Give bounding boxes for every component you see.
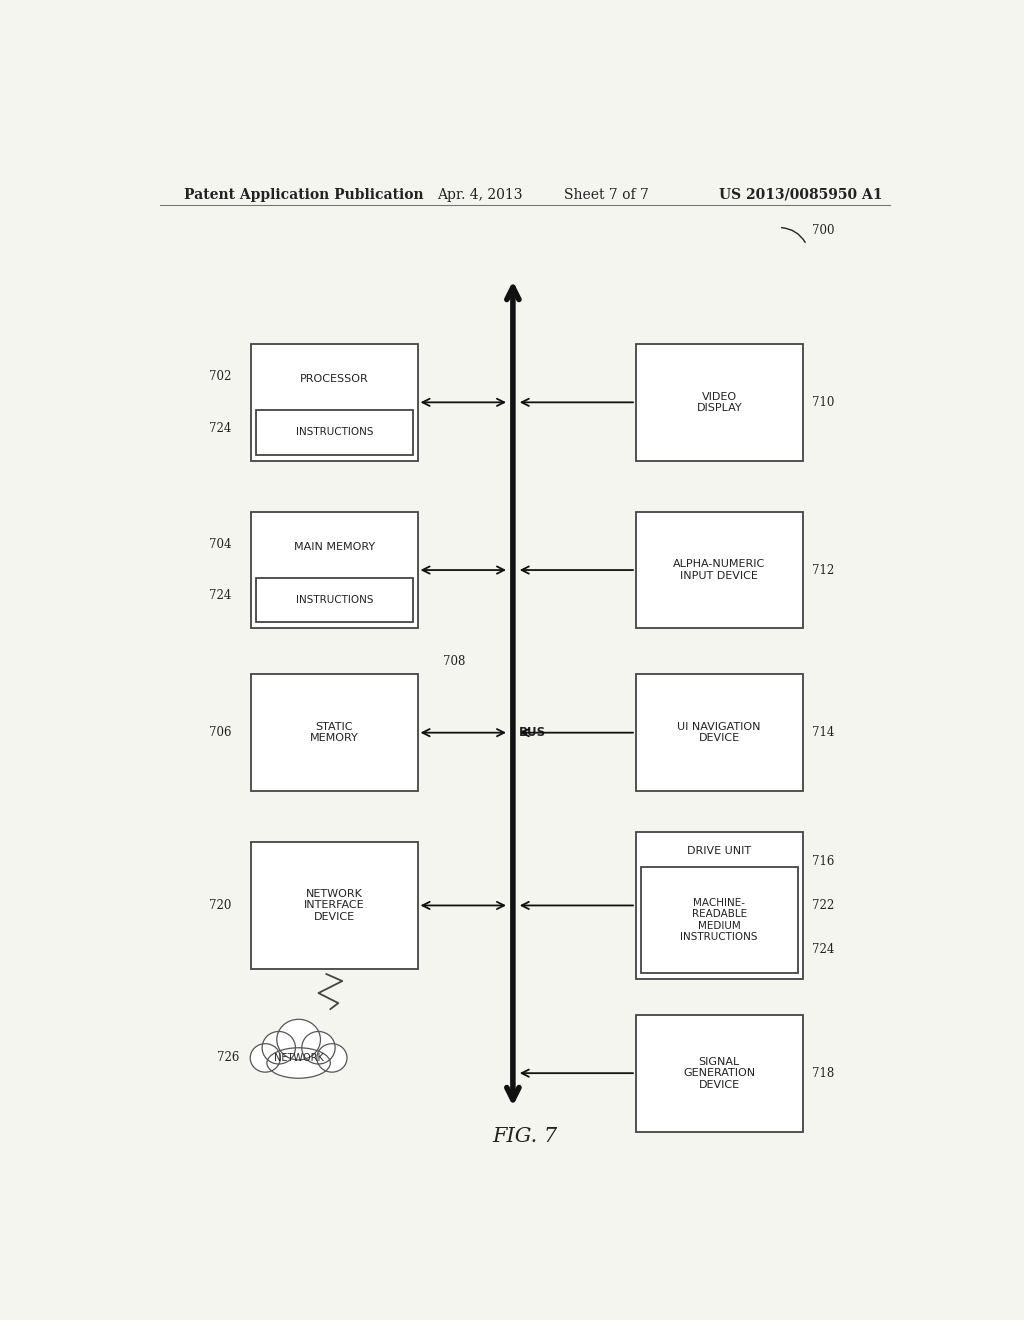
Ellipse shape (262, 1031, 296, 1064)
Text: ALPHA-NUMERIC
INPUT DEVICE: ALPHA-NUMERIC INPUT DEVICE (673, 560, 765, 581)
Ellipse shape (316, 1044, 347, 1072)
Text: 720: 720 (209, 899, 231, 912)
Text: 724: 724 (812, 944, 835, 956)
Bar (251, 345, 418, 461)
Text: US 2013/0085950 A1: US 2013/0085950 A1 (719, 187, 883, 202)
Text: SIGNAL
GENERATION
DEVICE: SIGNAL GENERATION DEVICE (683, 1056, 756, 1090)
Bar (636, 345, 803, 461)
Text: 718: 718 (812, 1067, 835, 1080)
Ellipse shape (250, 1044, 281, 1072)
Ellipse shape (302, 1031, 335, 1064)
Bar (641, 867, 798, 973)
Text: 724: 724 (209, 421, 231, 434)
Bar (636, 675, 803, 791)
Bar (636, 1015, 803, 1131)
Text: NETWORK: NETWORK (273, 1053, 324, 1063)
Text: VIDEO
DISPLAY: VIDEO DISPLAY (696, 392, 742, 413)
Text: 706: 706 (209, 726, 231, 739)
Text: 724: 724 (209, 589, 231, 602)
Text: BUS: BUS (519, 726, 547, 739)
Text: 714: 714 (812, 726, 835, 739)
Text: DRIVE UNIT: DRIVE UNIT (687, 846, 752, 855)
Text: PROCESSOR: PROCESSOR (300, 374, 369, 384)
Bar (636, 512, 803, 628)
Text: 722: 722 (812, 899, 835, 912)
Ellipse shape (267, 1048, 331, 1078)
Text: UI NAVIGATION
DEVICE: UI NAVIGATION DEVICE (678, 722, 761, 743)
Bar (251, 842, 418, 969)
Text: STATIC
MEMORY: STATIC MEMORY (310, 722, 358, 743)
Text: Apr. 4, 2013: Apr. 4, 2013 (437, 187, 523, 202)
Text: MAIN MEMORY: MAIN MEMORY (294, 541, 375, 552)
Text: MACHINE-
READABLE
MEDIUM
INSTRUCTIONS: MACHINE- READABLE MEDIUM INSTRUCTIONS (681, 898, 758, 942)
Bar (251, 675, 418, 791)
Text: 712: 712 (812, 564, 835, 577)
Text: 710: 710 (812, 396, 835, 409)
Text: INSTRUCTIONS: INSTRUCTIONS (296, 428, 373, 437)
Text: 726: 726 (217, 1052, 240, 1064)
Text: NETWORK
INTERFACE
DEVICE: NETWORK INTERFACE DEVICE (304, 888, 365, 923)
Text: 702: 702 (209, 370, 231, 383)
Ellipse shape (276, 1019, 321, 1060)
Bar (256, 578, 413, 623)
Text: FIG. 7: FIG. 7 (493, 1127, 557, 1146)
Text: Sheet 7 of 7: Sheet 7 of 7 (564, 187, 649, 202)
Text: Patent Application Publication: Patent Application Publication (183, 187, 423, 202)
Bar (256, 411, 413, 454)
Text: 716: 716 (812, 855, 835, 867)
Text: 700: 700 (812, 224, 835, 238)
Text: 704: 704 (209, 537, 231, 550)
Bar (251, 512, 418, 628)
Text: 708: 708 (443, 655, 465, 668)
Text: INSTRUCTIONS: INSTRUCTIONS (296, 595, 373, 605)
Bar (636, 832, 803, 979)
